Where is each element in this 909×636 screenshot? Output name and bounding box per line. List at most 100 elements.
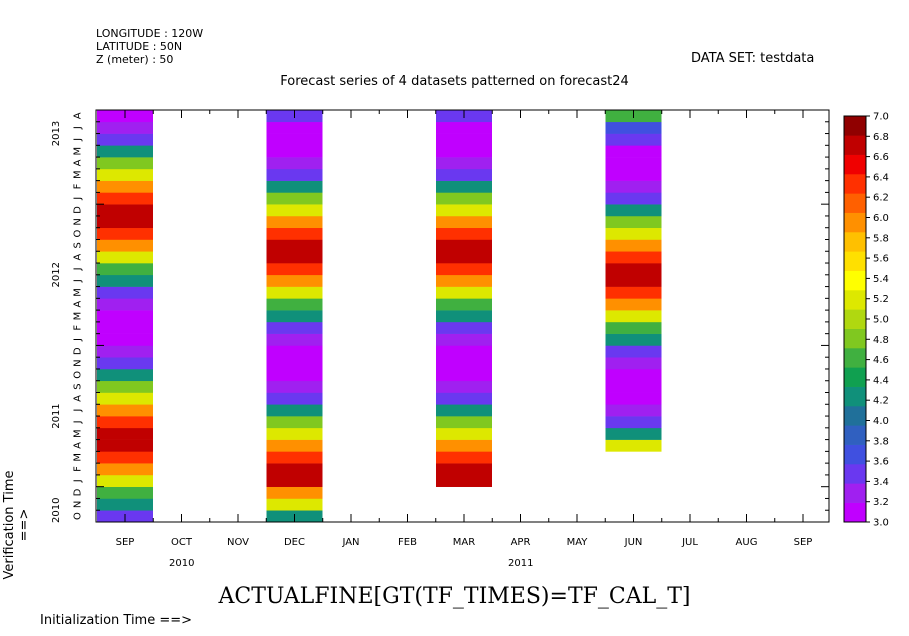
heatmap-cell [436, 416, 492, 429]
colorbar-swatch [844, 116, 866, 136]
heatmap-cell [605, 192, 662, 205]
colorbar-swatch [844, 251, 866, 271]
y-month-label: S [73, 242, 84, 248]
heatmap-cell [436, 180, 492, 193]
x-tick-label: SEP [116, 537, 135, 548]
y-month-label: N [73, 501, 84, 508]
heatmap-cell [436, 345, 492, 358]
heatmap-cell [266, 368, 323, 382]
heatmap-cell [605, 392, 662, 405]
heatmap-cell [605, 404, 662, 417]
heatmap-cell [605, 321, 662, 334]
heatmap-cell [266, 145, 323, 158]
y-month-label: D [73, 206, 84, 214]
y-month-label: F [73, 325, 84, 331]
heatmap-cell [436, 157, 492, 170]
heatmap-cell [97, 392, 153, 405]
y-month-label: D [73, 488, 84, 496]
heatmap-cell [97, 333, 153, 346]
heatmap-cell [605, 121, 662, 134]
heatmap-cell [97, 192, 153, 205]
heatmap-cell [436, 251, 492, 264]
x-tick-label: NOV [227, 537, 249, 548]
heatmap-cell [266, 427, 323, 440]
colorbar-swatch [844, 367, 866, 387]
y-month-label: M [73, 288, 84, 297]
y-month-label: J [73, 267, 84, 271]
colorbar-swatch [844, 328, 866, 349]
colorbar-label: 4.8 [873, 335, 889, 346]
y-month-label: J [73, 479, 84, 483]
heatmap-cell [436, 368, 492, 382]
y-month-label: M [73, 312, 84, 321]
x-tick-label: SEP [794, 537, 813, 548]
heatmap-cell [97, 263, 153, 276]
colorbar-label: 6.4 [873, 172, 889, 183]
colorbar-label: 6.6 [873, 152, 889, 163]
heatmap-cell [266, 286, 323, 299]
colorbar-label: 5.2 [873, 294, 889, 305]
heatmap-cell [605, 416, 662, 429]
colorbar-label: 5.4 [873, 274, 889, 285]
heatmap-cell [97, 145, 153, 158]
heatmap-cell [605, 168, 662, 181]
x-year-label: 2010 [169, 558, 194, 569]
x-tick-label: FEB [398, 537, 417, 548]
x-tick-label: MAY [567, 537, 589, 548]
heatmap-cell [97, 274, 153, 287]
heatmap-cell [436, 357, 492, 370]
x-axis-label: Initialization Time ==> [40, 613, 193, 628]
heatmap-cell [605, 345, 662, 358]
heatmap-cell [97, 463, 153, 476]
heatmap-cell [97, 180, 153, 193]
y-month-label: O [73, 230, 84, 238]
colorbar-swatch [844, 270, 866, 291]
colorbar-swatch [844, 425, 866, 445]
heatmap-cell [266, 274, 323, 287]
heatmap-cell [266, 227, 323, 240]
heatmap-cell [436, 204, 492, 217]
y-year-label: 2010 [51, 498, 62, 523]
colorbar-swatch [844, 135, 866, 155]
heatmap-cell [266, 215, 323, 229]
colorbar-label: 6.0 [873, 213, 889, 224]
heatmap-cell [436, 215, 492, 229]
y-month-label: J [73, 409, 84, 413]
heatmap-cell [605, 227, 662, 240]
heatmap-cell [97, 427, 153, 440]
heatmap-cell [266, 310, 323, 323]
y-month-label: A [73, 442, 84, 449]
heatmap-cell [97, 380, 153, 393]
colorbar-label: 6.2 [873, 193, 889, 204]
heatmap-cell [436, 192, 492, 205]
heatmap-cell [436, 133, 492, 146]
y-month-label: S [73, 383, 84, 389]
heatmap-cell [605, 204, 662, 217]
colorbar-label: 4.0 [873, 416, 889, 427]
colorbar-swatch [844, 212, 866, 233]
heatmap-cell [605, 439, 662, 452]
heatmap-cell [97, 157, 153, 170]
heatmap-cell [605, 145, 662, 158]
x-tick-label: JAN [341, 537, 359, 548]
heatmap-cell [605, 133, 662, 146]
heatmap-cell [605, 298, 662, 311]
heatmap-cell [436, 227, 492, 240]
heatmap-cell [266, 251, 323, 264]
heatmap-cell [605, 380, 662, 393]
y-year-label: 2012 [51, 262, 62, 287]
colorbar-swatch [844, 348, 866, 368]
heatmap-cell [266, 263, 323, 276]
heatmap-cell [436, 439, 492, 452]
heatmap-cell [605, 263, 662, 276]
variable-title: ACTUALFINE[GT(TF_TIMES)=TF_CAL_T] [218, 584, 691, 609]
heatmap-cell [436, 392, 492, 405]
plot-frame [95, 109, 830, 523]
y-month-label: M [73, 147, 84, 156]
heatmap-cells [97, 110, 662, 523]
colorbar-swatch [844, 232, 866, 252]
heatmap-cell [97, 227, 153, 240]
heatmap-cell [266, 321, 323, 334]
heatmap-cell [97, 451, 153, 464]
